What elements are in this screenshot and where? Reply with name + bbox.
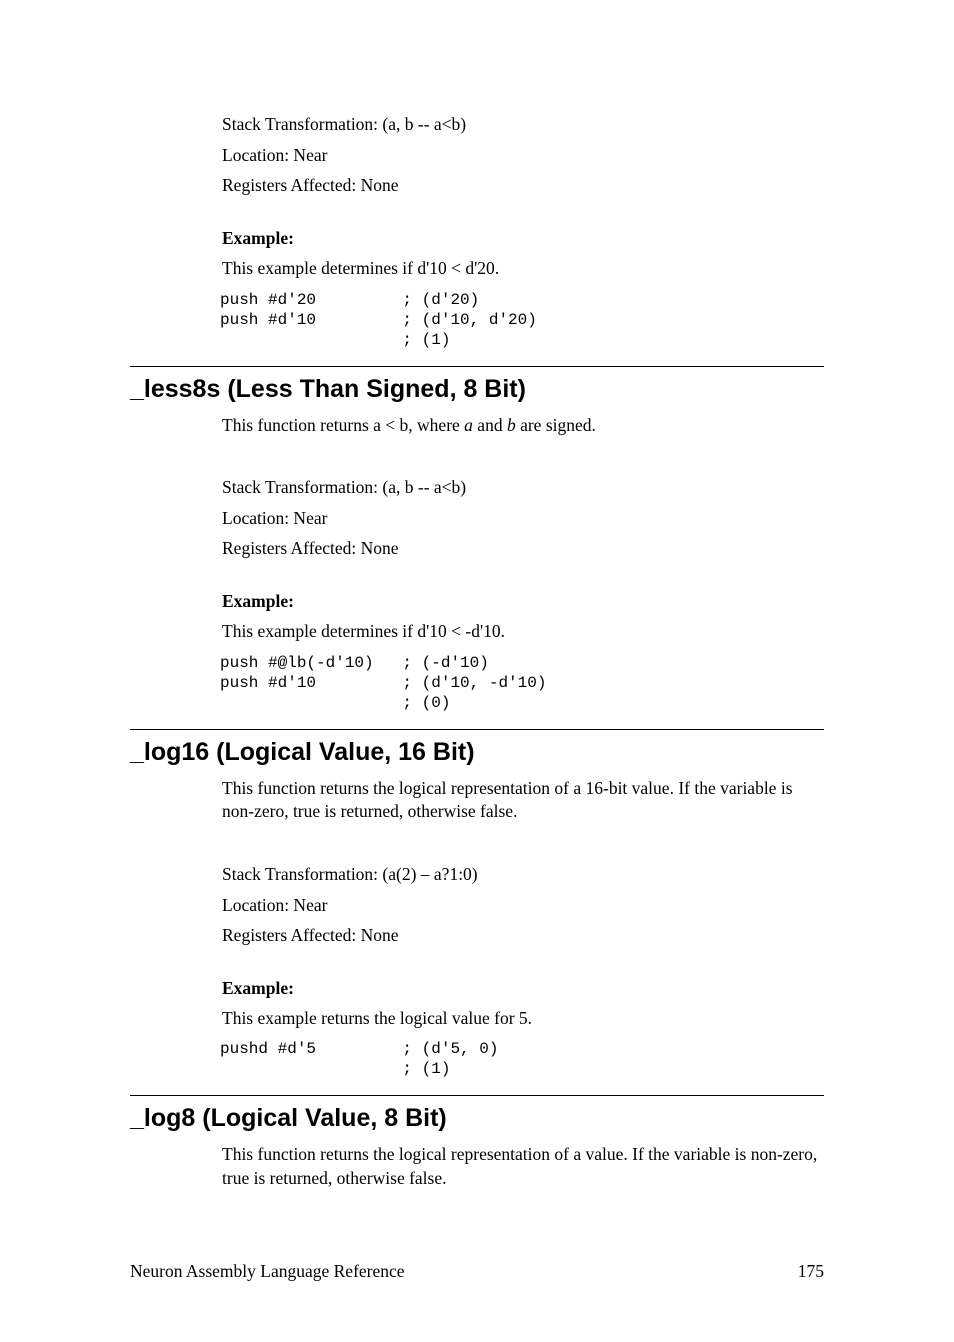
desc-text: This function returns a < b, where bbox=[222, 415, 464, 435]
section1-body: This function returns a < b, where a and… bbox=[222, 414, 824, 644]
desc-text: are signed. bbox=[516, 415, 596, 435]
stack-transformation: Stack Transformation: (a, b -- a<b) bbox=[222, 476, 824, 500]
section-heading: _less8s (Less Than Signed, 8 Bit) bbox=[130, 366, 824, 404]
desc-text: and bbox=[473, 415, 507, 435]
stack-transformation: Stack Transformation: (a, b -- a<b) bbox=[222, 113, 824, 137]
section-description: This function returns the logical repres… bbox=[222, 777, 824, 824]
example-intro: This example returns the logical value f… bbox=[222, 1007, 824, 1031]
section-description: This function returns the logical repres… bbox=[222, 1143, 824, 1190]
code-block: pushd #d'5 ; (d'5, 0) ; (1) bbox=[220, 1039, 824, 1079]
example-label: Example: bbox=[222, 228, 824, 249]
code-block: push #@lb(-d'10) ; (-d'10) push #d'10 ; … bbox=[220, 653, 824, 713]
section1: _less8s (Less Than Signed, 8 Bit) This f… bbox=[130, 366, 824, 713]
section3-body: This function returns the logical repres… bbox=[222, 1143, 824, 1190]
section2: _log16 (Logical Value, 16 Bit) This func… bbox=[130, 729, 824, 1080]
page-footer: Neuron Assembly Language Reference 175 bbox=[130, 1261, 824, 1282]
section0-body: Stack Transformation: (a, b -- a<b) Loca… bbox=[222, 113, 824, 281]
section-description: This function returns a < b, where a and… bbox=[222, 414, 824, 438]
example-intro: This example determines if d'10 < -d'10. bbox=[222, 620, 824, 644]
section-heading: _log16 (Logical Value, 16 Bit) bbox=[130, 729, 824, 767]
page-container: Stack Transformation: (a, b -- a<b) Loca… bbox=[0, 0, 954, 1342]
example-intro: This example determines if d'10 < d'20. bbox=[222, 257, 824, 281]
registers-affected: Registers Affected: None bbox=[222, 174, 824, 198]
desc-ital-b: b bbox=[507, 415, 516, 435]
example-label: Example: bbox=[222, 591, 824, 612]
desc-ital-a: a bbox=[464, 415, 473, 435]
example-label: Example: bbox=[222, 978, 824, 999]
code-block: push #d'20 ; (d'20) push #d'10 ; (d'10, … bbox=[220, 290, 824, 350]
stack-transformation: Stack Transformation: (a(2) – a?1:0) bbox=[222, 863, 824, 887]
section3: _log8 (Logical Value, 8 Bit) This functi… bbox=[130, 1095, 824, 1190]
section2-body: This function returns the logical repres… bbox=[222, 777, 824, 1031]
location: Location: Near bbox=[222, 144, 824, 168]
page-number: 175 bbox=[798, 1261, 824, 1282]
footer-title: Neuron Assembly Language Reference bbox=[130, 1261, 405, 1282]
location: Location: Near bbox=[222, 507, 824, 531]
registers-affected: Registers Affected: None bbox=[222, 537, 824, 561]
registers-affected: Registers Affected: None bbox=[222, 924, 824, 948]
section-heading: _log8 (Logical Value, 8 Bit) bbox=[130, 1095, 824, 1133]
location: Location: Near bbox=[222, 894, 824, 918]
